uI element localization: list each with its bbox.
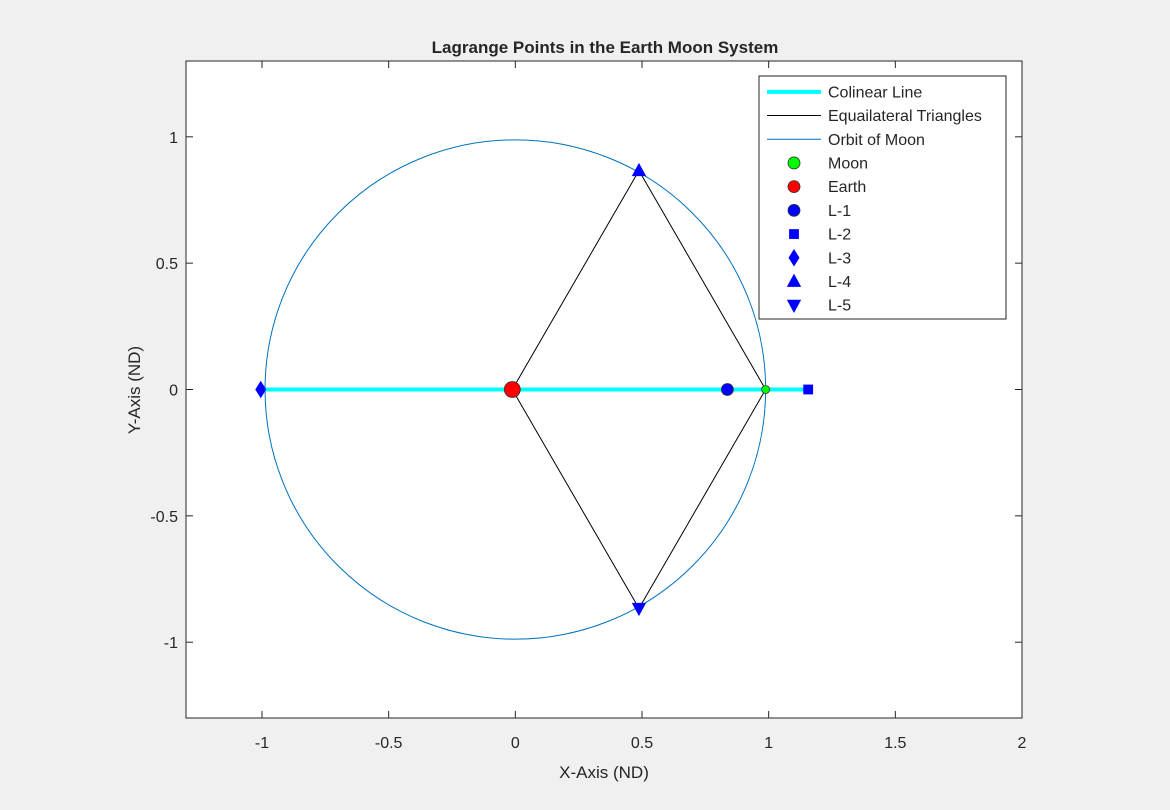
point-l-5 <box>631 602 647 617</box>
legend-label-l-3: L-3 <box>828 250 851 267</box>
legend-marker-moon <box>787 156 801 170</box>
y-axis-label: Y-Axis (ND) <box>125 346 144 434</box>
plot-layer <box>255 139 814 640</box>
y-tick-label: -0.5 <box>150 509 178 526</box>
legend-label-l-5: L-5 <box>828 298 851 315</box>
ticks: -1 -0.5 0 0.5 1 1.5 2 -1 -0.5 0 0.5 1 <box>150 61 1027 752</box>
legend-marker-l-4 <box>786 273 802 287</box>
legend-label-orbit-of-moon: Orbit of Moon <box>828 132 925 149</box>
legend-label-l-2: L-2 <box>828 227 851 244</box>
legend-label-l-1: L-1 <box>828 203 851 220</box>
legend-label-colinear-line: Colinear Line <box>828 84 922 101</box>
legend: Colinear Line Equailateral Triangles Orbit… <box>758 75 1007 320</box>
point-l-4 <box>631 162 647 177</box>
x-tick-label: 1.5 <box>884 735 906 752</box>
x-tick-label: 0.5 <box>631 735 653 752</box>
legend-marker-l-5 <box>786 299 802 313</box>
legend-marker-l-3 <box>788 248 800 267</box>
legend-label-l-4: L-4 <box>828 274 851 291</box>
legend-marker-earth <box>787 180 801 194</box>
y-tick-label: -1 <box>164 635 178 652</box>
y-tick-label: 1 <box>169 130 178 147</box>
legend-marker-l-2 <box>789 229 799 239</box>
point-moon <box>761 385 771 394</box>
legend-marker-l-1 <box>787 203 801 217</box>
x-axis-label: X-Axis (ND) <box>559 763 649 782</box>
point-l-1 <box>720 383 734 396</box>
x-tick-label: 2 <box>1018 735 1027 752</box>
point-l-3 <box>255 380 267 399</box>
legend-label-moon: Moon <box>828 155 868 172</box>
legend-label-equailateral-triangles: Equailateral Triangles <box>828 108 982 125</box>
y-tick-label: 0 <box>169 383 178 400</box>
point-l-2 <box>803 384 814 395</box>
chart-title: Lagrange Points in the Earth Moon System <box>432 38 779 57</box>
x-tick-label: 1 <box>764 735 773 752</box>
y-tick-label: 0.5 <box>156 256 178 273</box>
point-earth <box>503 381 521 398</box>
legend-box <box>758 75 1007 320</box>
legend-label-earth: Earth <box>828 179 866 196</box>
x-tick-label: 0 <box>511 735 520 752</box>
x-tick-label: -1 <box>255 735 269 752</box>
x-tick-label: -0.5 <box>375 735 403 752</box>
